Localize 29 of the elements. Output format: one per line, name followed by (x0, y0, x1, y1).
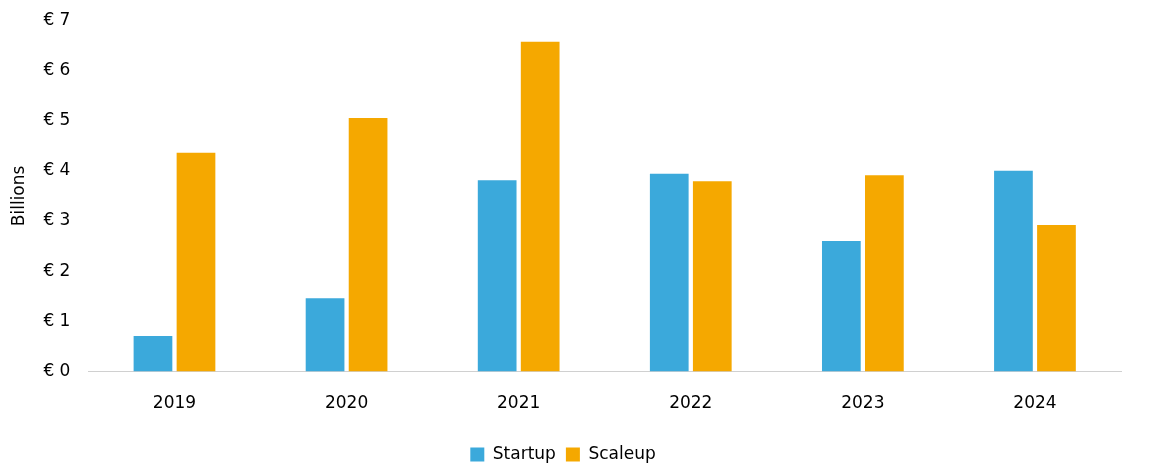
bar (477, 180, 517, 372)
bar (176, 152, 216, 372)
bar (994, 170, 1033, 372)
y-tick-label: € 5 (43, 109, 71, 130)
x-tick-label: 2022 (669, 392, 713, 413)
bar (348, 118, 388, 372)
legend-label: Scaleup (588, 442, 656, 463)
y-tick-label: € 6 (43, 58, 71, 79)
legend-label: Startup (492, 442, 556, 463)
y-axis-title: Billions (7, 165, 28, 227)
y-tick-label: € 7 (43, 8, 71, 29)
x-tick-label: 2019 (152, 392, 197, 413)
bar (1037, 225, 1076, 372)
bar (865, 175, 904, 372)
x-tick-label: 2020 (324, 392, 369, 413)
bar (821, 241, 861, 372)
bar (692, 181, 732, 372)
y-tick-label: € 1 (43, 309, 71, 330)
y-tick-label: € 2 (43, 259, 71, 280)
y-tick-label: € 4 (43, 159, 71, 180)
x-tick-label: 2024 (1013, 392, 1057, 413)
bar (133, 335, 173, 372)
bar (649, 173, 689, 372)
y-tick-label: € 0 (43, 360, 71, 381)
bar (520, 41, 560, 372)
x-tick-label: 2021 (497, 392, 541, 413)
x-tick-label: 2023 (841, 392, 885, 413)
y-tick-label: € 3 (43, 209, 71, 230)
bar (305, 298, 345, 372)
